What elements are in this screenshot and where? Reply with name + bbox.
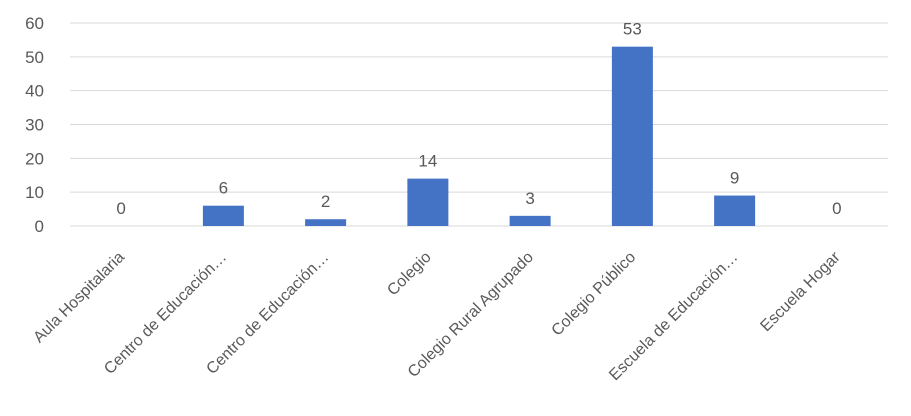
y-tick-label: 50 (25, 48, 44, 67)
data-label: 53 (623, 20, 642, 39)
data-label: 0 (832, 199, 841, 218)
data-label: 3 (525, 189, 534, 208)
data-labels: 0 6 2 14 3 53 9 0 (116, 20, 841, 218)
bar (509, 215, 551, 226)
x-tick-label: Colegio (384, 249, 434, 299)
y-tick-label: 40 (25, 82, 44, 101)
y-tick-label: 10 (25, 183, 44, 202)
bar (714, 195, 756, 226)
bar (611, 46, 653, 226)
bar (202, 205, 244, 226)
gridlines (70, 22, 888, 227)
y-tick-label: 0 (35, 217, 44, 236)
bar (305, 219, 347, 226)
data-label: 9 (730, 169, 739, 188)
y-tick-label: 20 (25, 149, 44, 168)
bars (202, 46, 756, 226)
data-label: 0 (116, 199, 125, 218)
x-tick-label: Aula Hospitalaria (30, 249, 128, 347)
data-label: 14 (418, 152, 437, 171)
y-tick-label: 60 (25, 14, 44, 33)
y-axis-tick-labels: 0 10 20 30 40 50 60 (25, 14, 44, 236)
bar (407, 178, 449, 226)
x-tick-label: Escuela Hogar (757, 248, 844, 335)
x-tick-label: Colegio Público (549, 249, 640, 340)
data-label: 2 (321, 192, 330, 211)
y-tick-label: 30 (25, 116, 44, 135)
data-label: 6 (219, 179, 228, 198)
